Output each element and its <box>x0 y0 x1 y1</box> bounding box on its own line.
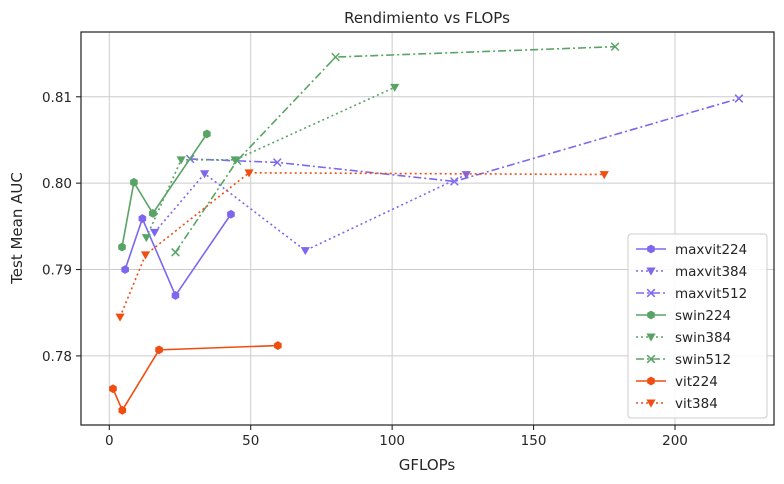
x-tick-label: 200 <box>662 433 688 449</box>
data-point <box>300 247 310 256</box>
data-point <box>331 52 340 62</box>
y-tick-label: 0.81 <box>42 90 72 106</box>
legend-label: vit224 <box>675 374 718 390</box>
data-point <box>461 171 471 180</box>
data-point <box>272 158 282 167</box>
legend-item-maxvit512: maxvit512 <box>636 286 747 302</box>
x-tick-label: 0 <box>105 433 114 449</box>
data-point <box>450 177 459 186</box>
data-point <box>232 156 242 166</box>
series-line-vit384 <box>119 171 605 318</box>
legend-marker <box>647 244 655 254</box>
legend-label: swin512 <box>675 352 731 368</box>
x-tick-label: 150 <box>521 433 547 449</box>
data-point <box>109 384 117 394</box>
legend-box <box>627 233 768 419</box>
legend-label: swin224 <box>675 308 731 324</box>
legend-label: maxvit224 <box>675 242 747 258</box>
legend-marker <box>647 376 655 386</box>
x-tick-label: 50 <box>242 433 259 449</box>
legend-item-swin224: swin224 <box>636 308 731 324</box>
data-point <box>203 129 211 139</box>
series-layer <box>109 42 744 415</box>
data-point <box>610 42 620 52</box>
legend-marker <box>646 399 656 408</box>
data-point <box>599 171 609 180</box>
legend-item-vit224: vit224 <box>636 374 718 390</box>
series-swin384 <box>141 83 400 243</box>
series-line-swin512 <box>174 45 616 253</box>
legend-marker <box>646 354 656 364</box>
data-point <box>115 313 125 322</box>
series-maxvit384 <box>149 170 471 256</box>
data-point <box>230 156 240 165</box>
data-point <box>118 405 127 415</box>
data-point <box>121 265 129 274</box>
data-point <box>176 156 186 165</box>
data-point <box>149 228 160 237</box>
legend-label: maxvit384 <box>675 264 747 280</box>
legend-label: maxvit512 <box>675 286 747 302</box>
legend-item-maxvit224: maxvit224 <box>636 242 747 258</box>
series-maxvit224 <box>121 209 235 300</box>
data-point <box>118 242 126 252</box>
legend-item-maxvit384: maxvit384 <box>636 264 747 280</box>
data-point <box>244 169 254 178</box>
data-point <box>274 341 282 350</box>
series-line-vit224 <box>112 344 278 413</box>
series-line-swin384 <box>145 86 396 238</box>
data-point <box>138 214 147 223</box>
data-point <box>171 291 180 300</box>
legend-item-vit384: vit384 <box>636 396 718 412</box>
series-swin224 <box>118 129 211 252</box>
series-swin512 <box>171 42 620 257</box>
data-point <box>390 83 400 92</box>
data-point <box>227 209 235 219</box>
data-point <box>140 251 151 260</box>
series-line-maxvit384 <box>153 172 467 252</box>
legend-marker <box>647 310 655 320</box>
legend-marker <box>646 333 656 342</box>
x-axis-label: GFLOPs <box>399 456 456 474</box>
legend-item-swin384: swin384 <box>636 330 731 346</box>
y-axis-label: Test Mean AUC <box>8 172 26 285</box>
data-point <box>149 208 157 218</box>
series-vit384 <box>115 169 609 322</box>
ticks: 0 50 100 150 200 0.78 0.79 0.80 0.81 <box>42 90 688 449</box>
data-point <box>734 94 744 103</box>
legend: maxvit224 maxvit384 maxvit512 swin224 swin38… <box>627 233 768 419</box>
data-point <box>200 170 210 179</box>
data-point <box>141 234 151 243</box>
y-tick-label: 0.79 <box>42 263 72 279</box>
y-tick-label: 0.78 <box>42 349 72 365</box>
legend-marker <box>646 267 656 276</box>
x-tick-label: 100 <box>379 433 405 449</box>
chart-title: Rendimiento vs FLOPs <box>344 9 510 27</box>
series-vit224 <box>109 341 282 415</box>
data-point <box>171 247 180 257</box>
legend-label: vit384 <box>675 396 718 412</box>
series-line-maxvit224 <box>124 213 232 298</box>
legend-label: swin384 <box>675 330 731 346</box>
y-tick-label: 0.80 <box>42 176 72 192</box>
legend-item-swin512: swin512 <box>636 352 731 368</box>
data-point <box>130 177 138 187</box>
plot-frame <box>80 31 775 426</box>
data-point <box>155 345 163 355</box>
legend-marker <box>646 288 656 298</box>
series-line-swin224 <box>121 133 208 248</box>
